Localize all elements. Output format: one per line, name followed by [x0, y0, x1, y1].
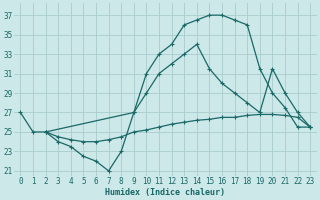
X-axis label: Humidex (Indice chaleur): Humidex (Indice chaleur): [105, 188, 225, 197]
